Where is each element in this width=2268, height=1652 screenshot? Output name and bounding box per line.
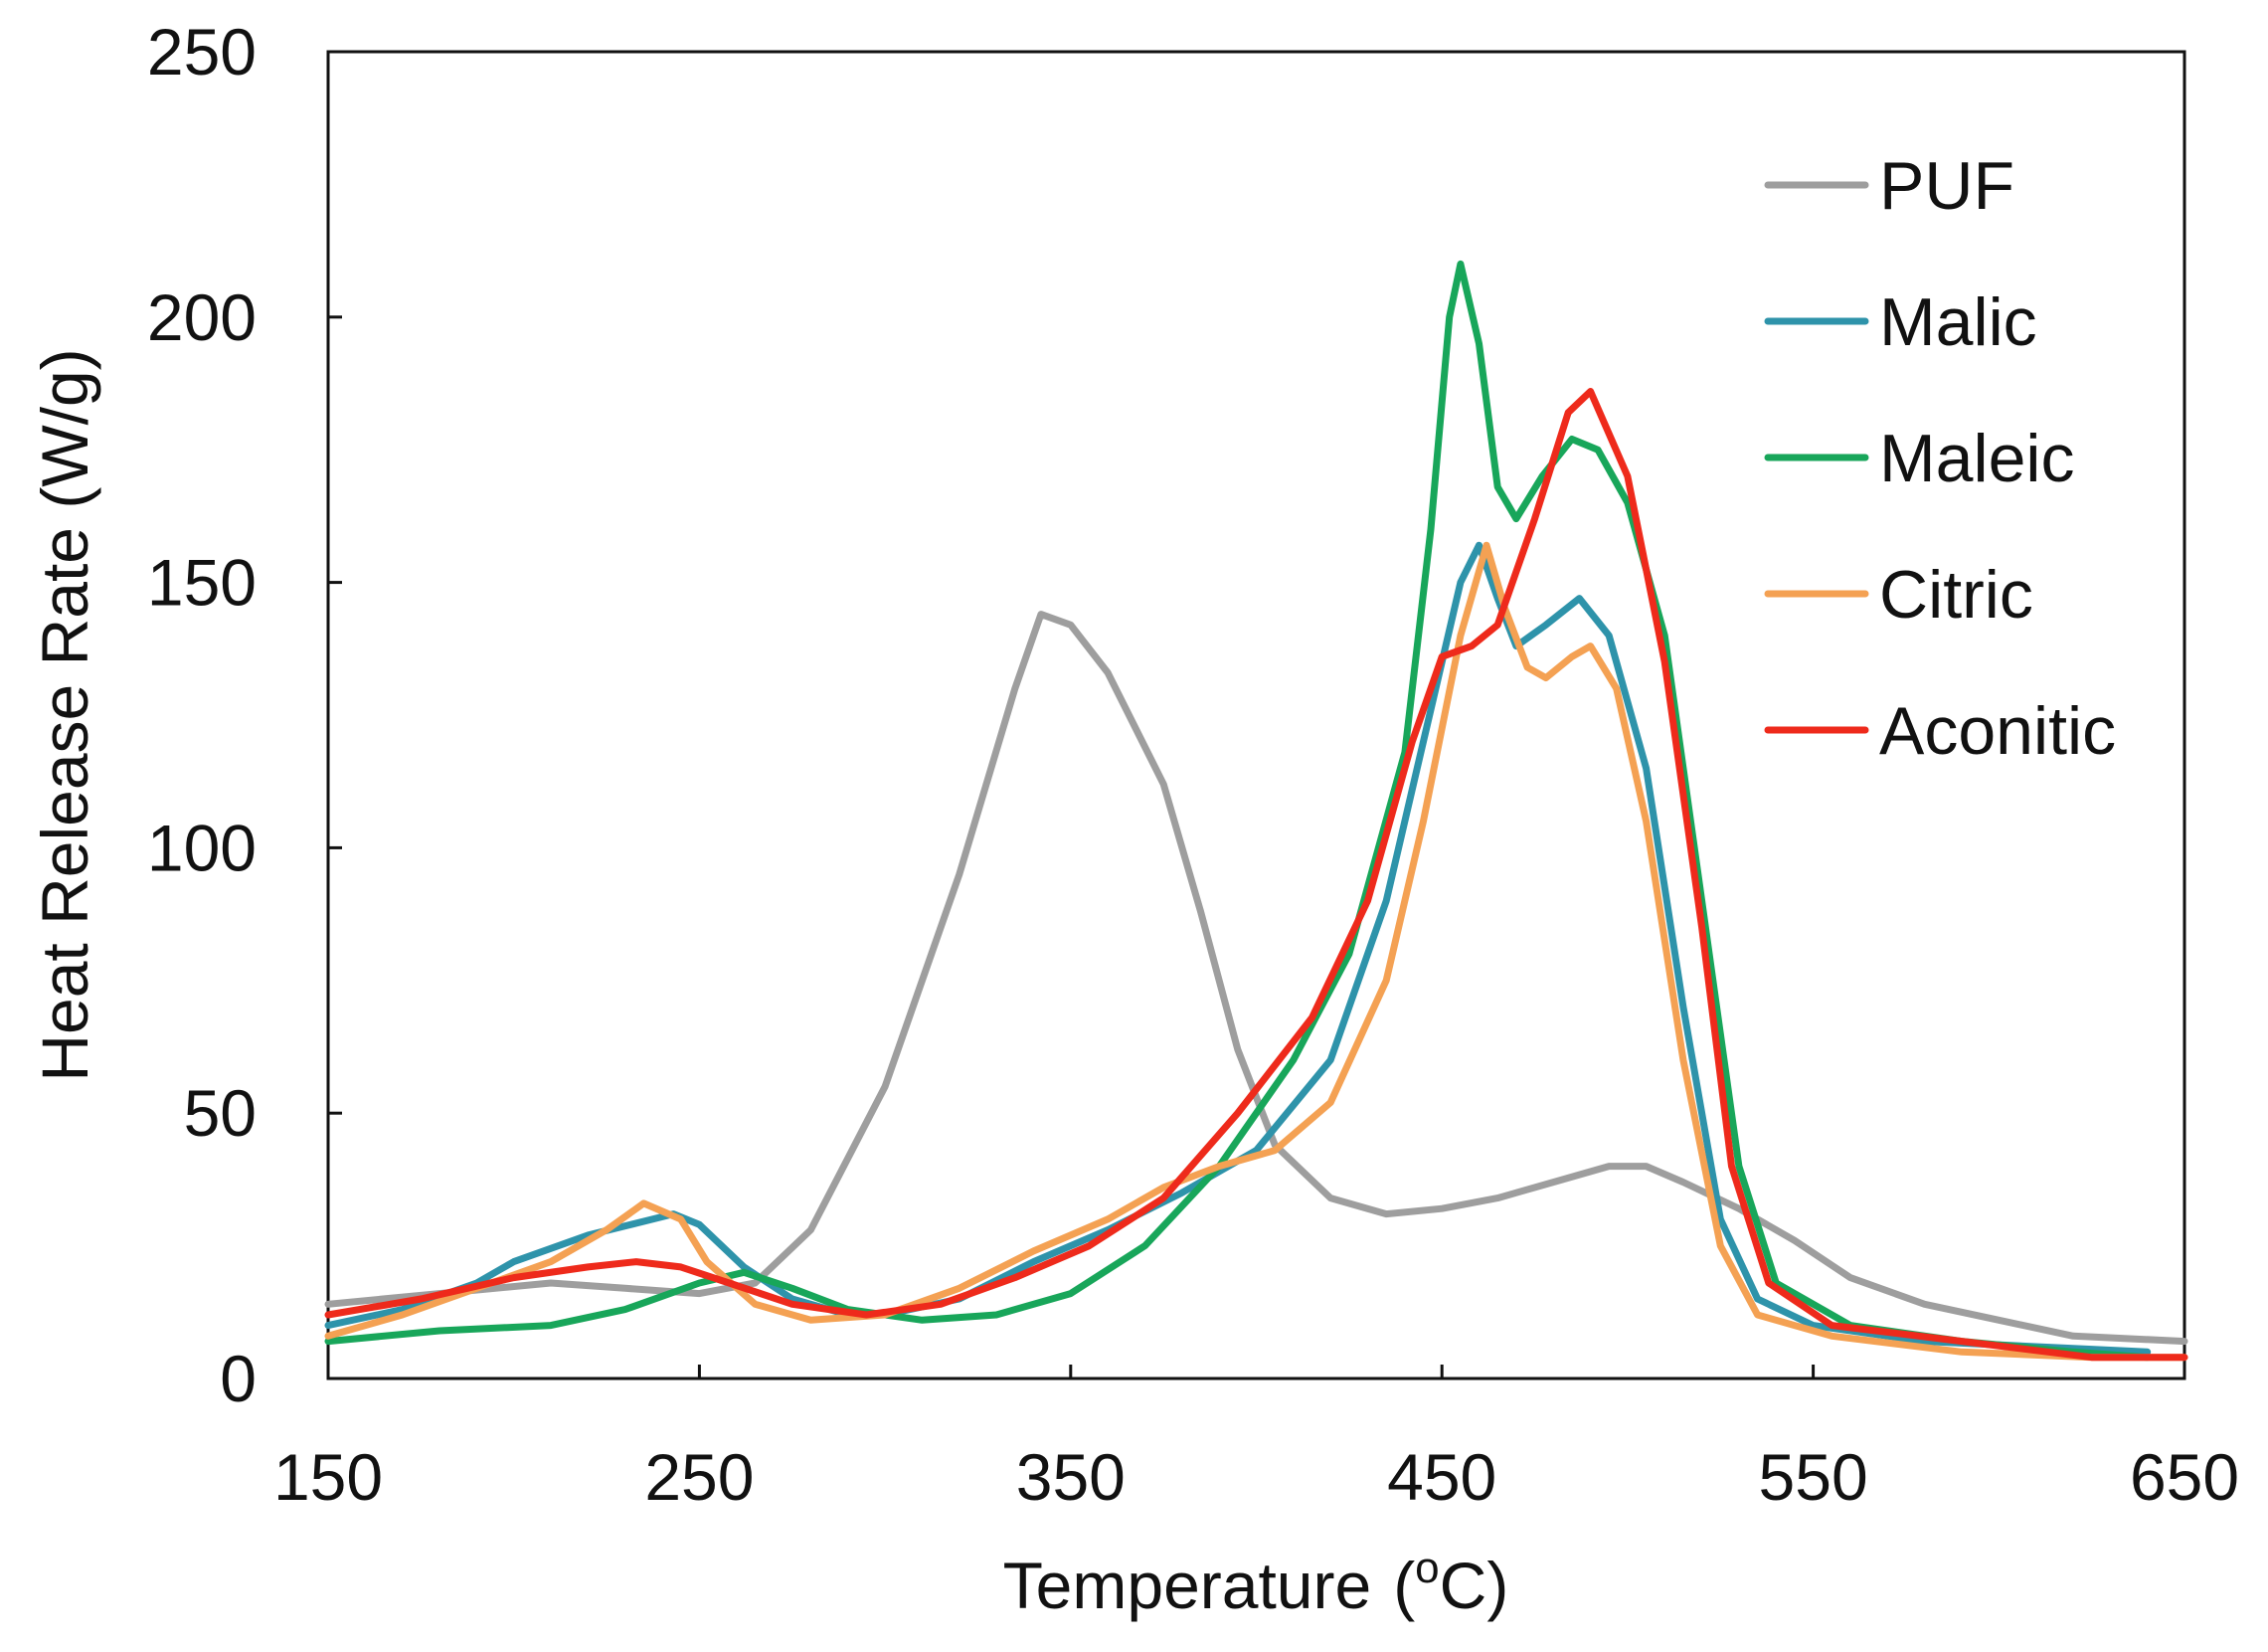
y-tick-label: 0 bbox=[220, 1342, 257, 1415]
y-tick-label: 150 bbox=[147, 546, 257, 620]
legend-item-malic: Malic bbox=[1764, 284, 2037, 360]
legend-label: Malic bbox=[1879, 284, 2037, 360]
legend-item-citric: Citric bbox=[1764, 557, 2033, 633]
series-line-puf bbox=[324, 611, 2188, 1346]
y-tick-label: 100 bbox=[147, 811, 257, 884]
y-axis: 0 50 100 150 200 250 bbox=[147, 15, 342, 1415]
legend-label: Citric bbox=[1879, 557, 2033, 633]
legend-item-maleic: Maleic bbox=[1764, 421, 2075, 496]
x-axis-title-unit-open: ( bbox=[1393, 1549, 1415, 1622]
series-lines bbox=[324, 260, 2188, 1362]
x-tick-label: 650 bbox=[2130, 1440, 2239, 1514]
x-tick-label: 350 bbox=[1016, 1440, 1126, 1514]
series-line-aconitic bbox=[324, 388, 2188, 1362]
x-axis-title-unit-degree: o bbox=[1415, 1544, 1439, 1592]
y-tick-label: 50 bbox=[184, 1076, 257, 1150]
legend-label: Maleic bbox=[1879, 421, 2075, 496]
legend-item-puf: PUF bbox=[1764, 148, 2014, 224]
legend-item-aconitic: Aconitic bbox=[1764, 693, 2116, 769]
legend: PUF Malic Maleic Citric Aconitic bbox=[1764, 148, 2116, 769]
x-tick-label: 550 bbox=[1759, 1440, 1868, 1514]
x-axis: 150 250 350 450 550 650 bbox=[273, 1365, 2239, 1514]
legend-label: Aconitic bbox=[1879, 693, 2116, 769]
x-tick-label: 150 bbox=[273, 1440, 383, 1514]
y-axis-title: Heat Release Rate (W/g) bbox=[28, 348, 101, 1081]
x-axis-title-main: Temperature bbox=[1003, 1549, 1372, 1622]
series-line-maleic bbox=[324, 260, 2152, 1362]
series-line-malic bbox=[324, 541, 2152, 1356]
legend-label: PUF bbox=[1879, 148, 2014, 224]
x-tick-label: 450 bbox=[1387, 1440, 1496, 1514]
y-tick-label: 250 bbox=[147, 15, 257, 89]
plot-area-frame bbox=[326, 50, 2186, 1380]
x-axis-title: Temperature (oC) bbox=[1003, 1544, 1509, 1622]
y-tick-label: 200 bbox=[147, 280, 257, 354]
x-tick-label: 250 bbox=[644, 1440, 754, 1514]
series-line-citric bbox=[324, 541, 2188, 1362]
x-axis-title-unit-close: C) bbox=[1440, 1549, 1509, 1622]
